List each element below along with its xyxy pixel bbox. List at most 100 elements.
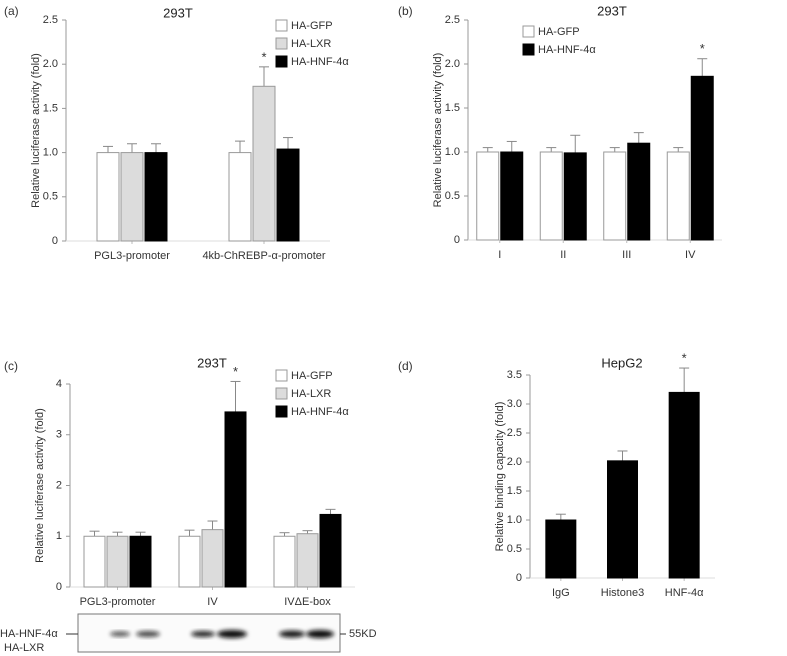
y-tick-label: 0: [52, 235, 58, 247]
blot-band: [110, 631, 130, 637]
bar: [668, 391, 700, 579]
panel-label: (a): [4, 4, 19, 18]
y-tick-label: 2.5: [507, 427, 522, 439]
legend-swatch: [275, 55, 288, 68]
y-tick-label: 1.5: [507, 485, 522, 497]
bar: [666, 151, 690, 241]
legend-swatch: [275, 19, 288, 32]
x-tick-label-box: III: [622, 249, 632, 261]
x-tick-label-box: HNF-4α: [664, 587, 704, 599]
x-tick-label: Histone3: [600, 587, 645, 599]
legend-label: HA-LXR: [291, 388, 331, 400]
legend-label: HA-HNF-4α: [538, 44, 596, 56]
y-tick-label: 1.0: [43, 147, 58, 159]
panel-label: (c): [4, 359, 18, 373]
x-tick-label-box: IV: [685, 249, 696, 261]
legend-label: HA-GFP: [538, 26, 580, 38]
bar: [252, 85, 276, 242]
y-tick-label: 1.5: [43, 102, 58, 114]
significance-mark: *: [700, 41, 705, 56]
x-tick-label-box: Histone3: [600, 587, 645, 599]
bar: [603, 151, 627, 241]
legend-swatch: [522, 43, 535, 56]
x-tick-label-box: 4kb-ChREBP-α-promoter: [202, 250, 326, 262]
y-tick-label: 2.5: [43, 14, 58, 26]
y-tick-label: 2.0: [507, 456, 522, 468]
legend-swatch: [275, 387, 288, 400]
panel-label: (d): [398, 359, 413, 373]
legend-label: HA-HNF-4α: [291, 406, 349, 418]
x-tick-label: PGL3-promoter: [94, 250, 170, 262]
blot-band: [191, 631, 215, 637]
bar: [276, 148, 300, 242]
y-axis-label: Relative luciferase activity (fold): [30, 53, 42, 208]
y-tick-label: 3.0: [507, 398, 522, 410]
bar: [83, 535, 106, 588]
significance-mark: *: [261, 49, 266, 64]
x-tick-label: I: [498, 249, 502, 261]
bar: [296, 533, 319, 588]
bar: [607, 460, 638, 579]
y-axis-label: Relative luciferase activity (fold): [432, 53, 444, 208]
x-tick-label: HNF-4α: [664, 587, 704, 599]
x-tick-label-box: PGL3-promoter: [79, 596, 156, 608]
chart-title: 293T: [197, 355, 227, 370]
chart-title: 293T: [597, 3, 627, 18]
bar: [129, 535, 152, 588]
y-tick-label: 1.0: [445, 146, 460, 158]
legend-label: HA-GFP: [291, 20, 333, 32]
panel-label: (b): [398, 4, 413, 18]
legend-swatch: [275, 369, 288, 382]
bar: [144, 152, 168, 242]
y-tick-label: 0: [454, 234, 460, 246]
blot-band: [136, 631, 160, 637]
x-tick-label-box: IV: [207, 596, 218, 608]
blot-size-marker: 55KD: [349, 628, 377, 640]
x-tick-label-box: IgG: [551, 587, 570, 599]
bar: [201, 529, 224, 588]
bar: [228, 152, 252, 242]
x-tick-label-box: IVΔE-box: [284, 596, 330, 608]
y-tick-label: 4: [56, 378, 62, 390]
bar: [319, 513, 342, 588]
y-axis-label: Relative luciferase activity (fold): [34, 408, 46, 563]
x-tick-label-box: I: [498, 249, 502, 261]
chart-title: 293T: [163, 5, 193, 20]
y-tick-label: 0.5: [507, 543, 522, 555]
x-tick-label: IgG: [551, 587, 570, 599]
chart-title: HepG2: [601, 355, 642, 370]
y-tick-label: 2.0: [43, 58, 58, 70]
blot-band: [217, 630, 247, 638]
legend-swatch: [522, 25, 535, 38]
bar: [273, 535, 296, 588]
legend-swatch: [275, 37, 288, 50]
bar: [120, 152, 144, 242]
bar: [690, 75, 714, 241]
x-tick-label-box: II: [560, 249, 566, 261]
legend-label: HA-GFP: [291, 370, 333, 382]
x-tick-label-box: PGL3-promoter: [94, 250, 170, 262]
legend-label: HA-LXR: [291, 38, 331, 50]
legend-label: HA-HNF-4α: [291, 56, 349, 68]
x-tick-label: IV: [685, 249, 696, 261]
y-tick-label: 1.5: [445, 102, 460, 114]
significance-mark: *: [682, 350, 687, 365]
bar: [545, 519, 577, 579]
blot-label: HA-HNF-4α: [0, 628, 58, 640]
y-tick-label: 0: [516, 572, 522, 584]
bar: [96, 152, 120, 242]
x-tick-label: IV: [207, 596, 218, 608]
y-tick-label: 0.5: [43, 191, 58, 203]
y-tick-label: 2.5: [445, 14, 460, 26]
bar: [563, 152, 587, 241]
x-tick-label: III: [622, 249, 632, 261]
significance-mark: *: [233, 364, 238, 379]
x-tick-label: 4kb-ChREBP-α-promoter: [202, 250, 326, 262]
x-tick-label: PGL3-promoter: [79, 596, 156, 608]
blot-band: [306, 630, 334, 638]
blot-band: [279, 630, 305, 638]
bar: [476, 151, 500, 241]
bar: [539, 151, 563, 241]
